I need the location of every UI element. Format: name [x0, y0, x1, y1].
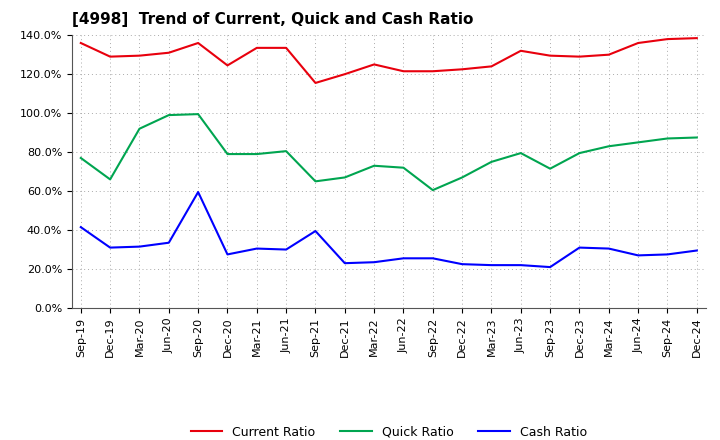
Line: Cash Ratio: Cash Ratio — [81, 192, 697, 267]
Cash Ratio — [370, 260, 379, 265]
Current Ratio — [253, 45, 261, 51]
Cash Ratio — [663, 252, 672, 257]
Quick Ratio — [341, 175, 349, 180]
Cash Ratio — [253, 246, 261, 251]
Quick Ratio — [458, 175, 467, 180]
Legend: Current Ratio, Quick Ratio, Cash Ratio: Current Ratio, Quick Ratio, Cash Ratio — [186, 421, 592, 440]
Cash Ratio — [575, 245, 584, 250]
Current Ratio — [458, 66, 467, 72]
Quick Ratio — [634, 140, 642, 145]
Current Ratio — [634, 40, 642, 46]
Current Ratio — [341, 72, 349, 77]
Current Ratio — [106, 54, 114, 59]
Current Ratio — [164, 50, 173, 55]
Cash Ratio — [605, 246, 613, 251]
Cash Ratio — [135, 244, 144, 249]
Cash Ratio — [282, 247, 290, 252]
Current Ratio — [311, 80, 320, 85]
Quick Ratio — [282, 149, 290, 154]
Quick Ratio — [253, 151, 261, 157]
Cash Ratio — [516, 263, 525, 268]
Current Ratio — [282, 45, 290, 51]
Cash Ratio — [634, 253, 642, 258]
Current Ratio — [76, 40, 85, 46]
Cash Ratio — [106, 245, 114, 250]
Cash Ratio — [311, 228, 320, 234]
Quick Ratio — [428, 187, 437, 193]
Cash Ratio — [223, 252, 232, 257]
Quick Ratio — [663, 136, 672, 141]
Cash Ratio — [164, 240, 173, 246]
Current Ratio — [663, 37, 672, 42]
Text: [4998]  Trend of Current, Quick and Cash Ratio: [4998] Trend of Current, Quick and Cash … — [72, 12, 473, 27]
Quick Ratio — [575, 150, 584, 156]
Current Ratio — [428, 69, 437, 74]
Current Ratio — [516, 48, 525, 53]
Current Ratio — [605, 52, 613, 57]
Quick Ratio — [164, 113, 173, 118]
Quick Ratio — [516, 150, 525, 156]
Cash Ratio — [399, 256, 408, 261]
Quick Ratio — [311, 179, 320, 184]
Line: Current Ratio: Current Ratio — [81, 38, 697, 83]
Current Ratio — [546, 53, 554, 58]
Cash Ratio — [693, 248, 701, 253]
Line: Quick Ratio: Quick Ratio — [81, 114, 697, 190]
Quick Ratio — [194, 111, 202, 117]
Quick Ratio — [605, 143, 613, 149]
Cash Ratio — [458, 261, 467, 267]
Quick Ratio — [135, 126, 144, 132]
Current Ratio — [487, 64, 496, 69]
Current Ratio — [575, 54, 584, 59]
Quick Ratio — [76, 155, 85, 161]
Current Ratio — [194, 40, 202, 46]
Current Ratio — [399, 69, 408, 74]
Current Ratio — [693, 36, 701, 41]
Quick Ratio — [487, 159, 496, 165]
Quick Ratio — [370, 163, 379, 169]
Current Ratio — [223, 63, 232, 68]
Quick Ratio — [546, 166, 554, 171]
Quick Ratio — [106, 177, 114, 182]
Current Ratio — [135, 53, 144, 58]
Cash Ratio — [76, 224, 85, 230]
Cash Ratio — [487, 263, 496, 268]
Cash Ratio — [428, 256, 437, 261]
Cash Ratio — [194, 189, 202, 194]
Cash Ratio — [546, 264, 554, 270]
Quick Ratio — [693, 135, 701, 140]
Quick Ratio — [399, 165, 408, 170]
Current Ratio — [370, 62, 379, 67]
Cash Ratio — [341, 260, 349, 266]
Quick Ratio — [223, 151, 232, 157]
